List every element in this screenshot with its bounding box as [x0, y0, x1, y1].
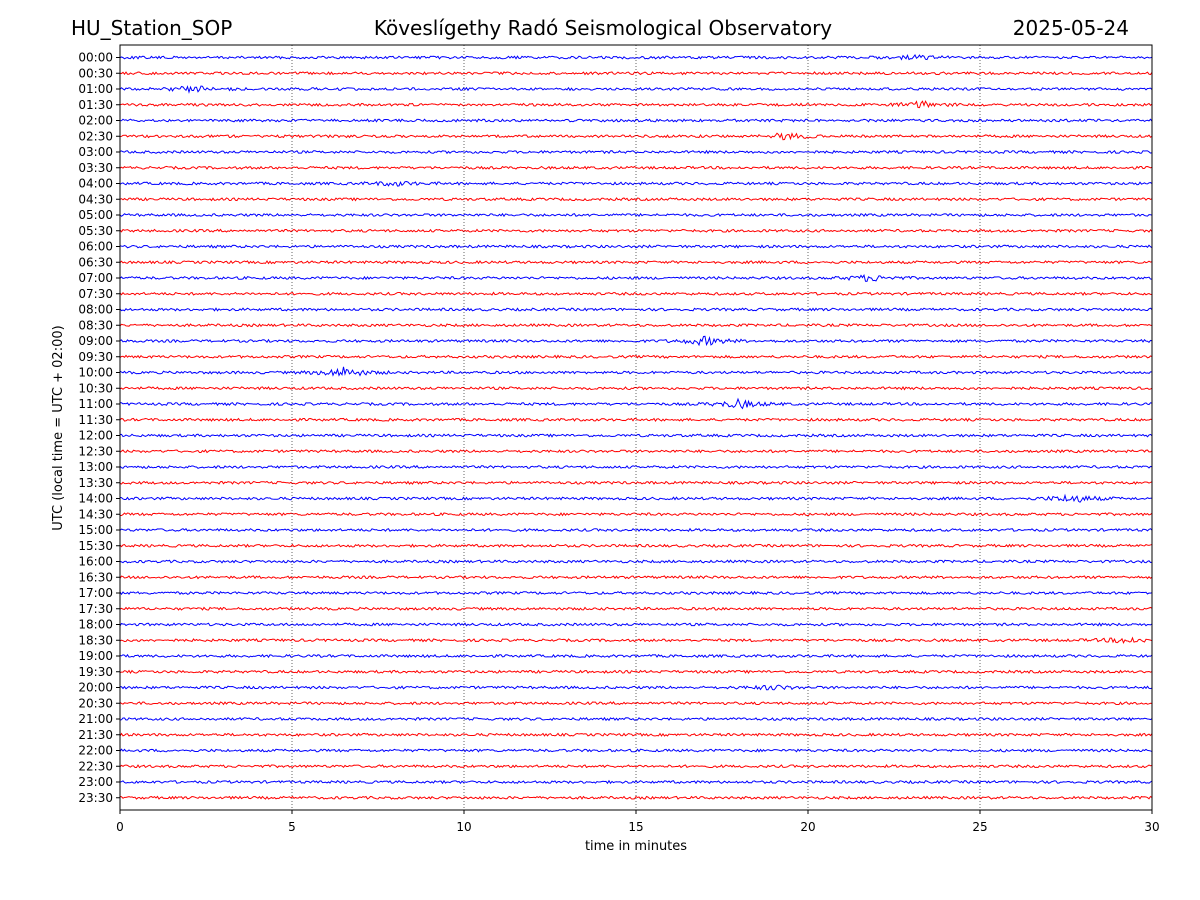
trace-2300	[119, 779, 1153, 785]
y-tick-label: 14:30	[78, 507, 113, 521]
trace-0900	[119, 335, 1153, 347]
x-tick-label: 20	[800, 820, 815, 834]
trace-2330	[119, 795, 1153, 800]
y-tick-label: 01:00	[78, 82, 113, 96]
y-tick-label: 14:00	[78, 492, 113, 506]
y-tick-label: 23:00	[78, 775, 113, 789]
y-tick-label: 03:30	[78, 161, 113, 175]
date-label: 2025-05-24	[1013, 16, 1129, 40]
trace-1000	[119, 366, 1153, 377]
trace-0700	[119, 273, 1153, 282]
trace-0930	[119, 354, 1153, 360]
y-tick-label: 18:00	[78, 618, 113, 632]
y-tick-label: 15:00	[78, 523, 113, 537]
x-tick-labels: 0 5 10 15 20 25 30	[116, 810, 1160, 834]
y-tick-label: 10:30	[78, 381, 113, 395]
y-tick-label: 06:00	[78, 240, 113, 254]
x-tick-label: 0	[116, 820, 124, 834]
x-tick-label: 25	[972, 820, 987, 834]
station-label: HU_Station_SOP	[71, 16, 232, 40]
y-tick-label: 19:30	[78, 665, 113, 679]
trace-0730	[119, 291, 1153, 296]
x-tick-label: 15	[628, 820, 643, 834]
trace-1700	[119, 590, 1153, 596]
grid-lines	[291, 45, 981, 810]
trace-1130	[119, 417, 1153, 423]
y-tick-label: 16:30	[78, 570, 113, 584]
x-tick-label: 10	[456, 820, 471, 834]
trace-1100	[119, 397, 1153, 410]
y-tick-label: 15:30	[78, 539, 113, 553]
y-tick-label: 12:30	[78, 444, 113, 458]
y-tick-label: 23:30	[78, 791, 113, 805]
y-tick-label: 13:00	[78, 460, 113, 474]
trace-2230	[119, 764, 1153, 769]
y-tick-label: 02:00	[78, 114, 113, 128]
y-tick-label: 00:30	[78, 66, 113, 80]
y-tick-label: 21:00	[78, 712, 113, 726]
y-tick-label: 09:00	[78, 334, 113, 348]
y-tick-label: 11:00	[78, 397, 113, 411]
trace-1300	[119, 464, 1153, 470]
y-tick-label: 22:30	[78, 759, 113, 773]
y-tick-label: 18:30	[78, 633, 113, 647]
y-tick-label: 01:30	[78, 98, 113, 112]
y-tick-label: 20:30	[78, 696, 113, 710]
trace-0100	[119, 85, 1153, 94]
trace-2100	[119, 716, 1153, 722]
y-tick-label: 17:00	[78, 586, 113, 600]
y-tick-label: 22:00	[78, 744, 113, 758]
trace-0300	[119, 149, 1153, 155]
observatory-title: Köveslígethy Radó Seismological Observat…	[374, 16, 832, 40]
x-tick-label: 30	[1144, 820, 1159, 834]
y-tick-label: 11:30	[78, 413, 113, 427]
y-tick-label: 16:00	[78, 555, 113, 569]
y-axis-label: UTC (local time = UTC + 02:00)	[51, 325, 66, 530]
y-tick-label: 19:00	[78, 649, 113, 663]
y-tick-label: 20:00	[78, 681, 113, 695]
x-axis-label: time in minutes	[585, 839, 687, 854]
y-tick-label: 08:30	[78, 318, 113, 332]
y-tick-label: 12:00	[78, 429, 113, 443]
y-tick-label: 09:30	[78, 350, 113, 364]
trace-1500	[119, 527, 1153, 533]
y-tick-label: 04:00	[78, 177, 113, 191]
y-tick-label: 06:30	[78, 255, 113, 269]
y-tick-label: 21:30	[78, 728, 113, 742]
trace-1730	[119, 606, 1153, 611]
trace-1630	[119, 574, 1153, 580]
y-tick-label: 13:30	[78, 476, 113, 490]
y-tick-label: 02:30	[78, 129, 113, 143]
y-tick-label: 10:00	[78, 366, 113, 380]
trace-1530	[119, 543, 1153, 548]
y-tick-label: 05:00	[78, 208, 113, 222]
y-tick-label: 03:00	[78, 145, 113, 159]
y-tick-label: 05:30	[78, 224, 113, 238]
trace-0500	[119, 212, 1153, 218]
y-tick-label: 00:00	[78, 51, 113, 65]
trace-0330	[119, 165, 1153, 170]
y-tick-label: 04:30	[78, 192, 113, 206]
y-tick-label: 07:00	[78, 271, 113, 285]
x-tick-label: 5	[288, 820, 296, 834]
y-tick-label: 08:00	[78, 303, 113, 317]
y-tick-label: 07:30	[78, 287, 113, 301]
trace-1900	[119, 653, 1153, 659]
y-tick-label: 17:30	[78, 602, 113, 616]
